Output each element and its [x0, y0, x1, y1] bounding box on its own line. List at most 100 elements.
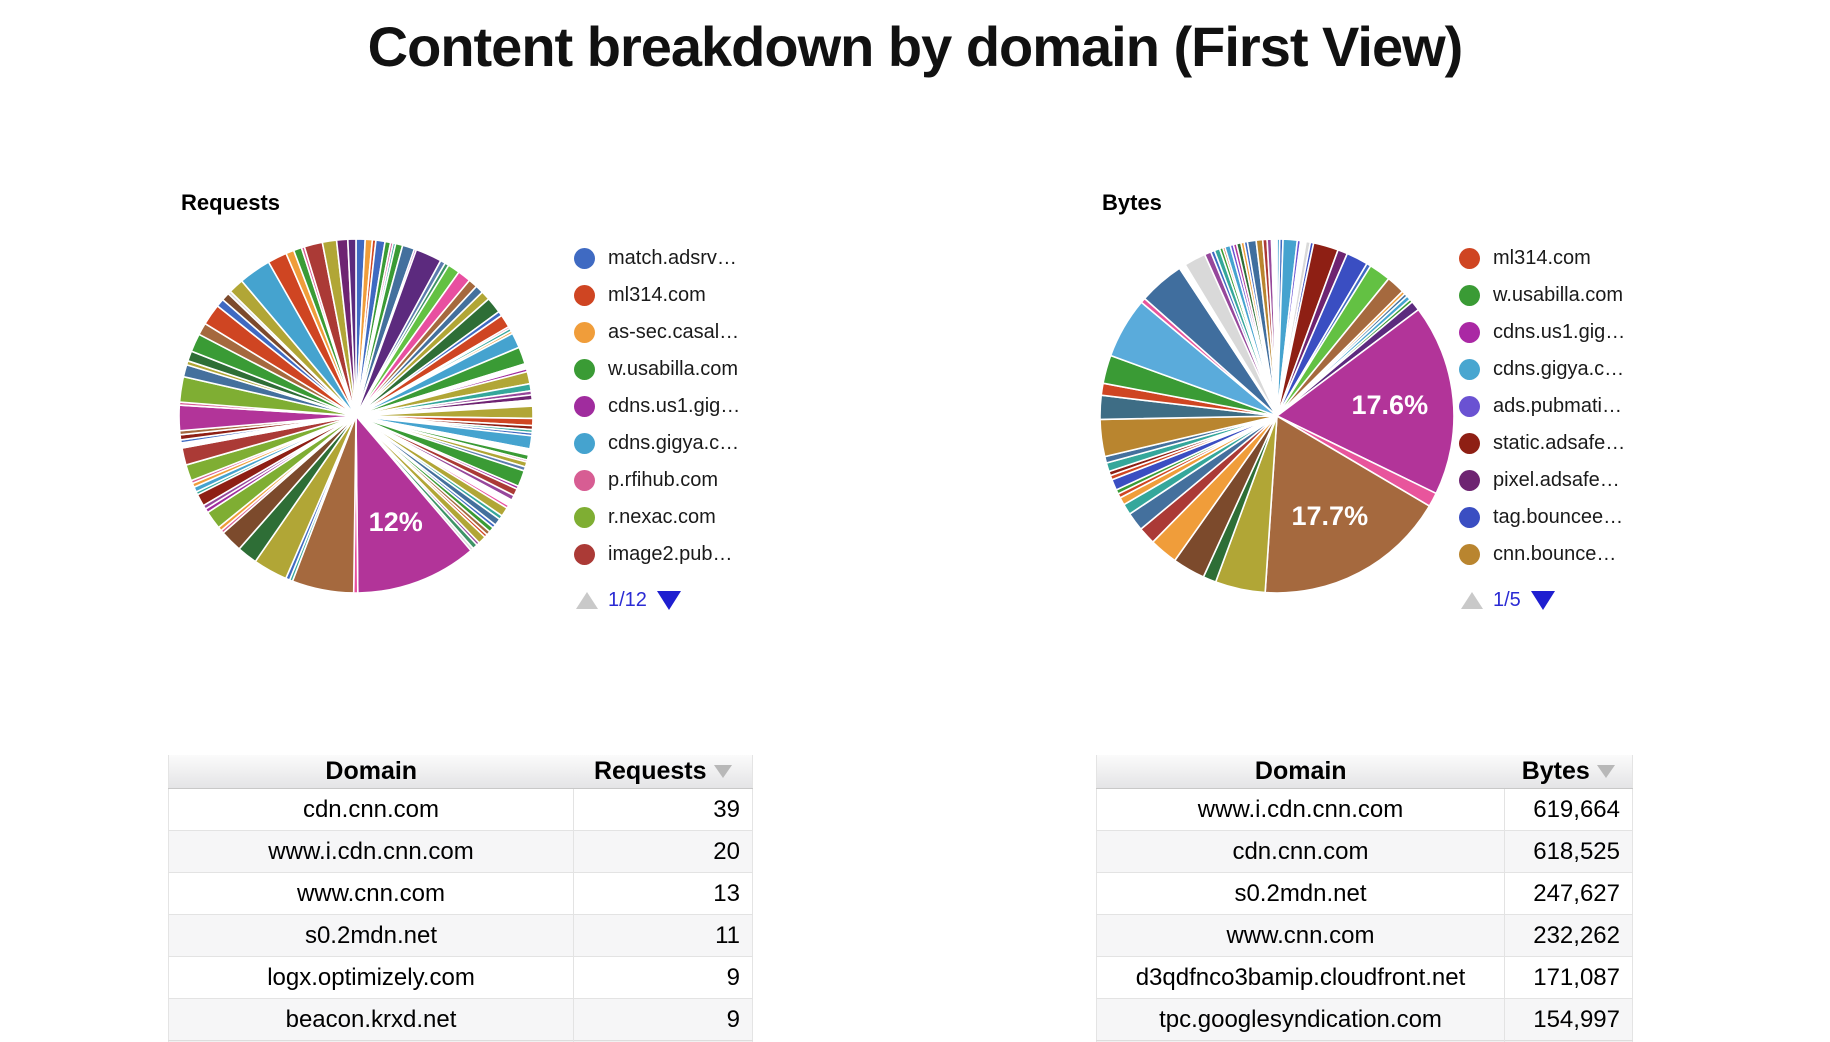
table-row: www.cnn.com 232,262 [1096, 914, 1633, 957]
legend-item: w.usabilla.com [1459, 277, 1625, 314]
pie-slice-percentage-label: 12% [369, 507, 423, 537]
bytes-pie-chart[interactable]: 17.6% 17.7% [1097, 236, 1457, 596]
page-title: Content breakdown by domain (First View) [367, 15, 1464, 78]
legend-item: ml314.com [574, 277, 740, 314]
value-cell: 11 [573, 914, 753, 957]
table-row: s0.2mdn.net 247,627 [1096, 872, 1633, 915]
legend-item: match.adsrv… [574, 240, 740, 277]
legend-dot [1459, 544, 1480, 565]
domain-cell: tpc.googlesyndication.com [1096, 998, 1505, 1041]
requests-pie-chart[interactable]: 12% [176, 236, 536, 596]
requests-chart-block: Requests 12% match.adsrv… ml314.com as-sec… [0, 190, 915, 612]
legend-dot [574, 322, 595, 343]
legend-label: image2.pub… [608, 543, 733, 565]
domain-cell: www.cnn.com [168, 872, 574, 915]
pie-slice-percentage-label: 17.7% [1292, 501, 1369, 531]
requests-table-header-domain[interactable]: Domain [168, 755, 574, 789]
legend-item: cdns.us1.gig… [574, 388, 740, 425]
legend-label: cdns.us1.gig… [608, 395, 741, 417]
requests-chart-title: Requests [181, 190, 281, 215]
table-row: s0.2mdn.net 11 [168, 914, 753, 957]
legend-label: cnn.bounce… [1493, 543, 1617, 565]
pie-slice[interactable] [346, 238, 357, 417]
legend-page-up-icon[interactable] [1461, 592, 1483, 609]
legend-dot [574, 285, 595, 306]
legend-dot [1459, 285, 1480, 306]
legend-label: match.adsrv… [608, 247, 737, 269]
value-cell: 39 [573, 788, 753, 831]
bytes-table-header-bytes[interactable]: Bytes [1504, 755, 1633, 789]
table-row: tpc.googlesyndication.com 154,997 [1096, 998, 1633, 1041]
pie-slice[interactable] [1270, 238, 1278, 417]
pie-slice[interactable] [1275, 308, 1455, 495]
value-cell: 618,525 [1504, 830, 1633, 873]
column-header-label: Bytes [1521, 757, 1590, 785]
legend-dot [1459, 396, 1480, 417]
pie-slice[interactable] [1264, 414, 1431, 594]
domain-cell [1096, 1040, 1505, 1042]
legend-dot [1459, 248, 1480, 269]
legend-label: cdns.gigya.c… [1493, 358, 1625, 380]
legend-item: as-sec.casal… [574, 314, 740, 351]
bytes-legend-items: ml314.com w.usabilla.com cdns.us1.gig… cdns… [1459, 240, 1625, 573]
requests-table-header-requests[interactable]: Requests [573, 755, 753, 789]
table-row: www.cnn.com 13 [168, 872, 753, 915]
requests-legend-pager: 1/12 [574, 589, 740, 612]
legend-item: cnn.bounce… [1459, 536, 1625, 573]
legend-item: tag.bouncee… [1459, 499, 1625, 536]
legend-page-down-icon[interactable] [656, 591, 681, 610]
domain-cell: s0.2mdn.net [1096, 872, 1505, 915]
domain-cell: cdn.cnn.com [168, 788, 574, 831]
legend-label: cdns.gigya.c… [608, 432, 740, 454]
bytes-legend: ml314.com w.usabilla.com cdns.us1.gig… cdns… [1459, 236, 1625, 612]
domain-cell: s0.2mdn.net [168, 914, 574, 957]
pie-slice-percentage-label: 17.6% [1352, 390, 1429, 420]
requests-legend-items: match.adsrv… ml314.com as-sec.casal… w.usab… [574, 240, 740, 573]
legend-item: pixel.adsafe… [1459, 462, 1625, 499]
domain-cell: logx.optimizely.com [168, 956, 574, 999]
partially-visible-row [1096, 1040, 1633, 1042]
legend-page-up-icon[interactable] [576, 592, 598, 609]
legend-item: image2.pub… [574, 536, 740, 573]
legend-label: static.adsafe… [1493, 432, 1626, 454]
legend-page-label: 1/5 [1493, 589, 1521, 611]
value-cell: 171,087 [1504, 956, 1633, 999]
legend-item: r.nexac.com [574, 499, 740, 536]
legend-dot [1459, 322, 1480, 343]
legend-dot [574, 544, 595, 565]
legend-page-down-icon[interactable] [1530, 591, 1555, 610]
value-cell: 232,262 [1504, 914, 1633, 957]
legend-label: pixel.adsafe… [1493, 469, 1620, 491]
legend-label: ml314.com [608, 284, 706, 306]
legend-dot [574, 359, 595, 380]
legend-label: w.usabilla.com [608, 358, 739, 380]
legend-dot [1459, 470, 1480, 491]
requests-table: Domain Requests cdn.cnn.com 39 www.i.cdn.c… [168, 755, 753, 1042]
requests-legend: match.adsrv… ml314.com as-sec.casal… w.usab… [574, 236, 740, 612]
legend-label: ads.pubmati… [1493, 395, 1622, 417]
legend-item: cdns.gigya.c… [574, 425, 740, 462]
value-cell: 9 [573, 998, 753, 1041]
table-row: www.i.cdn.cnn.com 20 [168, 830, 753, 873]
table-row: cdn.cnn.com 39 [168, 788, 753, 831]
legend-item: static.adsafe… [1459, 425, 1625, 462]
value-cell [573, 1040, 753, 1042]
bytes-chart-block: Bytes 17.6% 17.7% ml314.com w.usabilla.com… [915, 190, 1830, 612]
sort-descending-icon [1596, 765, 1615, 778]
legend-label: cdns.us1.gig… [1493, 321, 1626, 343]
domain-cell [168, 1040, 574, 1042]
value-cell: 20 [573, 830, 753, 873]
table-row: logx.optimizely.com 9 [168, 956, 753, 999]
legend-label: r.nexac.com [608, 506, 716, 528]
sort-descending-icon [713, 765, 732, 778]
legend-item: ads.pubmati… [1459, 388, 1625, 425]
pie-slice[interactable] [355, 413, 473, 594]
legend-item: cdns.us1.gig… [1459, 314, 1625, 351]
legend-dot [1459, 359, 1480, 380]
domain-cell: www.cnn.com [1096, 914, 1505, 957]
legend-page-label: 1/12 [608, 589, 647, 611]
value-cell: 9 [573, 956, 753, 999]
bytes-table-header-domain[interactable]: Domain [1096, 755, 1505, 789]
legend-dot [574, 248, 595, 269]
legend-dot [1459, 507, 1480, 528]
